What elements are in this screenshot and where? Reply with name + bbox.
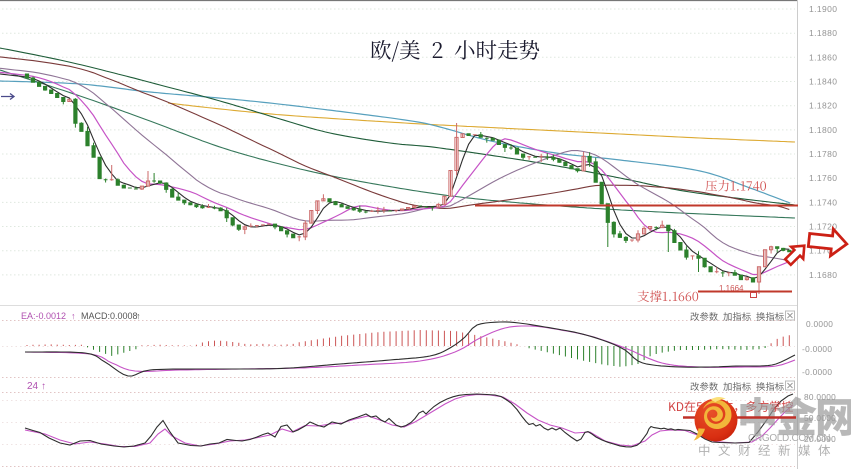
svg-text:1.1900: 1.1900 — [809, 4, 837, 14]
svg-text:20.0000: 20.0000 — [804, 434, 836, 444]
svg-text:1.1880: 1.1880 — [809, 28, 837, 38]
svg-text:EA:-0.0012: EA:-0.0012 — [21, 311, 66, 321]
svg-text:1.1800: 1.1800 — [809, 125, 837, 135]
svg-text:MACD:0.0008: MACD:0.0008 — [81, 311, 138, 321]
svg-text:1.1760: 1.1760 — [809, 173, 837, 183]
svg-text:CNGOLD.COM.CN: CNGOLD.COM.CN — [748, 433, 830, 444]
svg-text:1.1700: 1.1700 — [809, 246, 837, 256]
svg-text:↑: ↑ — [71, 311, 76, 321]
svg-text:80.0000: 80.0000 — [804, 392, 836, 402]
svg-text:-0.0000: -0.0000 — [802, 367, 832, 377]
svg-text:1.1680: 1.1680 — [809, 270, 837, 280]
svg-text:24: 24 — [27, 381, 39, 392]
svg-text:1.1780: 1.1780 — [809, 149, 837, 159]
svg-text:1.1860: 1.1860 — [809, 52, 837, 62]
svg-text:-0.0000: -0.0000 — [802, 344, 832, 354]
svg-text:1.1720: 1.1720 — [809, 222, 837, 232]
svg-text:↑: ↑ — [41, 381, 46, 392]
svg-text:↑: ↑ — [136, 311, 141, 321]
svg-text:1.1740: 1.1740 — [809, 197, 837, 207]
svg-text:1.1664: 1.1664 — [719, 284, 744, 293]
svg-text:1.1820: 1.1820 — [809, 101, 837, 111]
svg-text:0.0000: 0.0000 — [806, 319, 833, 329]
svg-text:1.1840: 1.1840 — [809, 77, 837, 87]
